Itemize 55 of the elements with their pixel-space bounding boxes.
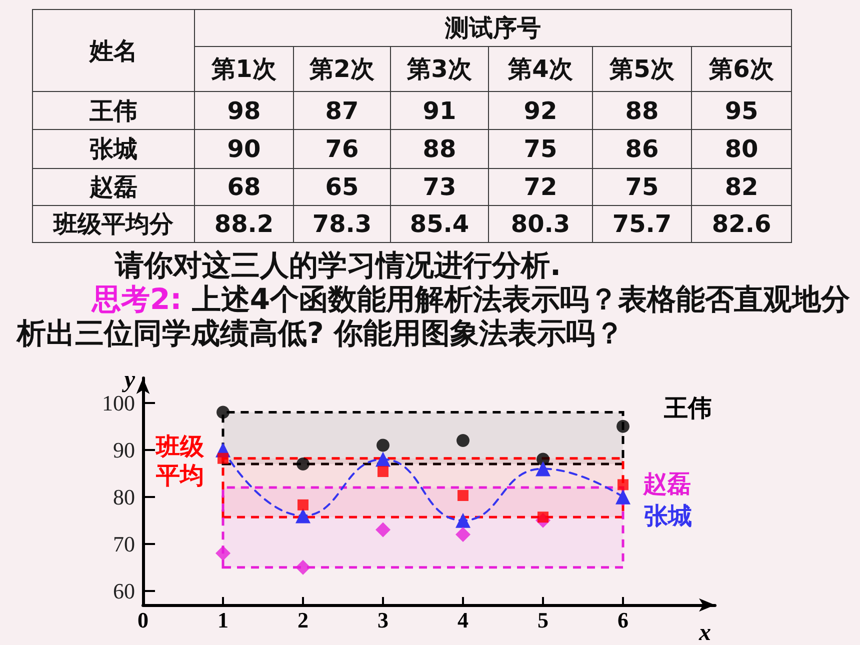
- y-tick-label: 90: [113, 437, 135, 462]
- x-tick-label: 0: [138, 608, 148, 632]
- data-label: 73: [390, 168, 488, 206]
- data-label: 80: [692, 130, 792, 168]
- data-label: 88.2: [194, 206, 294, 242]
- data-label: 75.7: [592, 206, 692, 242]
- data-label: 80.3: [488, 206, 592, 242]
- legend-label: 张城: [90, 135, 138, 163]
- text: 赵磊: [642, 470, 691, 498]
- data-label: 90: [194, 130, 294, 168]
- text: 测试序号: [445, 14, 542, 42]
- data-label: 86: [592, 130, 692, 168]
- category-label: 第1次: [212, 55, 276, 83]
- data-label: 91: [390, 92, 488, 130]
- x-tick-label: 6: [618, 608, 628, 632]
- data-label: 72: [488, 168, 592, 206]
- data-label: 75: [488, 130, 592, 168]
- x-tick-label: 5: [538, 608, 548, 632]
- data-label: 82.6: [692, 206, 792, 242]
- data-label: 75: [592, 168, 692, 206]
- y-tick-label: 70: [113, 531, 135, 556]
- data-label: 87: [294, 92, 390, 130]
- category-label: 第3次: [407, 55, 472, 83]
- y-tick-label: 80: [113, 484, 135, 510]
- x-axis-title: x: [698, 620, 711, 645]
- x-tick-label: 4: [458, 608, 468, 632]
- y-axis-title: y: [121, 367, 136, 394]
- data-label: 76: [294, 130, 390, 168]
- text: 姓名: [90, 36, 138, 64]
- category-label: 第4次: [508, 55, 573, 83]
- data-label: 82: [692, 168, 792, 206]
- category-label: 第2次: [310, 55, 374, 83]
- text: 思考2: 上述4个函数能用解析法表示吗？表格能否直观地分析出三位同学成绩高低? 你能用图象法表示吗？: [17, 282, 850, 350]
- x-tick-label: 2: [298, 608, 308, 632]
- series-label: 张城: [644, 502, 692, 530]
- text: 请你对这三人的学习情况进行分析.: [115, 248, 562, 282]
- data-label: 98: [194, 92, 294, 130]
- data-label: 88: [592, 92, 692, 130]
- data-label: 92: [488, 92, 592, 130]
- data-label: 88: [390, 130, 488, 168]
- x-tick-label: 1: [218, 608, 228, 632]
- data-label: 65: [294, 168, 390, 206]
- series-label: 王伟: [663, 394, 712, 422]
- data-label: 95: [692, 92, 792, 130]
- category-label: 第5次: [610, 55, 674, 83]
- legend-label: 赵磊: [90, 173, 138, 201]
- legend-label: 王伟: [90, 96, 138, 124]
- category-label: 第6次: [709, 55, 774, 83]
- legend-label: 班级平均分: [54, 210, 174, 238]
- data-label: 85.4: [390, 206, 488, 242]
- x-tick-label: 3: [378, 608, 388, 632]
- series-label: 班级平均: [155, 432, 205, 490]
- y-tick-label: 60: [113, 578, 135, 604]
- data-label: 68: [194, 168, 294, 206]
- data-label: 78.3: [294, 206, 390, 242]
